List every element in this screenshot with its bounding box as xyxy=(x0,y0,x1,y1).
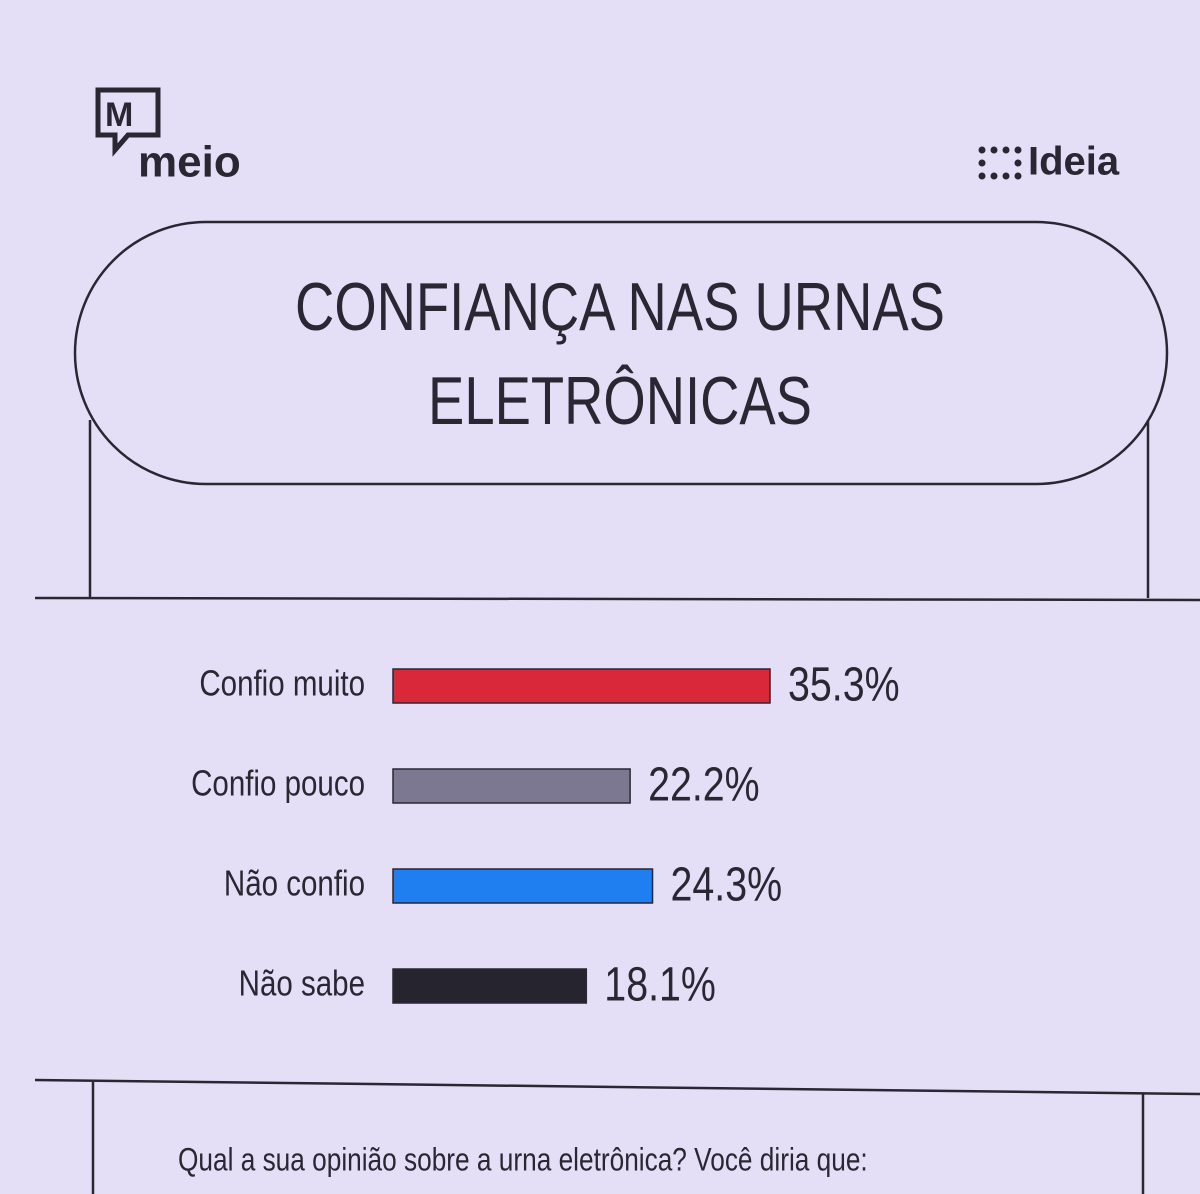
bar xyxy=(392,768,631,804)
category-group: Não sabe xyxy=(239,963,365,1003)
value-group: 18.1% xyxy=(604,958,716,1012)
brand-left: meio xyxy=(138,138,241,187)
value-label: 18.1% xyxy=(604,958,716,1012)
bar xyxy=(392,968,588,1004)
category-label: Confio muito xyxy=(199,663,365,703)
meio-logo: M meio xyxy=(95,87,241,187)
logo-m: M xyxy=(105,96,133,134)
question-group: Qual a sua opinião sobre a urna eletrôni… xyxy=(178,1143,868,1178)
category-group: Não confio xyxy=(224,863,365,903)
title-box: CONFIANÇA NAS URNAS ELETRÔNICAS xyxy=(295,269,945,439)
value-label: 35.3% xyxy=(788,658,900,712)
bar xyxy=(392,668,771,704)
chart-title: CONFIANÇA NAS URNAS ELETRÔNICAS xyxy=(295,269,945,439)
frame xyxy=(34,220,1200,1194)
value-group: 22.2% xyxy=(648,758,760,812)
brand-right: Ideia xyxy=(1028,140,1120,184)
category-group: Confio pouco xyxy=(191,763,365,803)
bar xyxy=(392,868,654,904)
value-group: 35.3% xyxy=(788,658,900,712)
ideia-logo: Ideia xyxy=(978,140,1120,184)
category-label: Não confio xyxy=(224,863,365,903)
category-label: Confio pouco xyxy=(191,763,365,803)
value-group: 24.3% xyxy=(671,858,783,912)
value-label: 24.3% xyxy=(671,858,783,912)
category-group: Confio muito xyxy=(199,663,365,703)
category-label: Não sabe xyxy=(239,963,365,1003)
value-label: 22.2% xyxy=(648,758,760,812)
question: Qual a sua opinião sobre a urna eletrôni… xyxy=(178,1143,868,1178)
logo-icon xyxy=(95,87,161,157)
